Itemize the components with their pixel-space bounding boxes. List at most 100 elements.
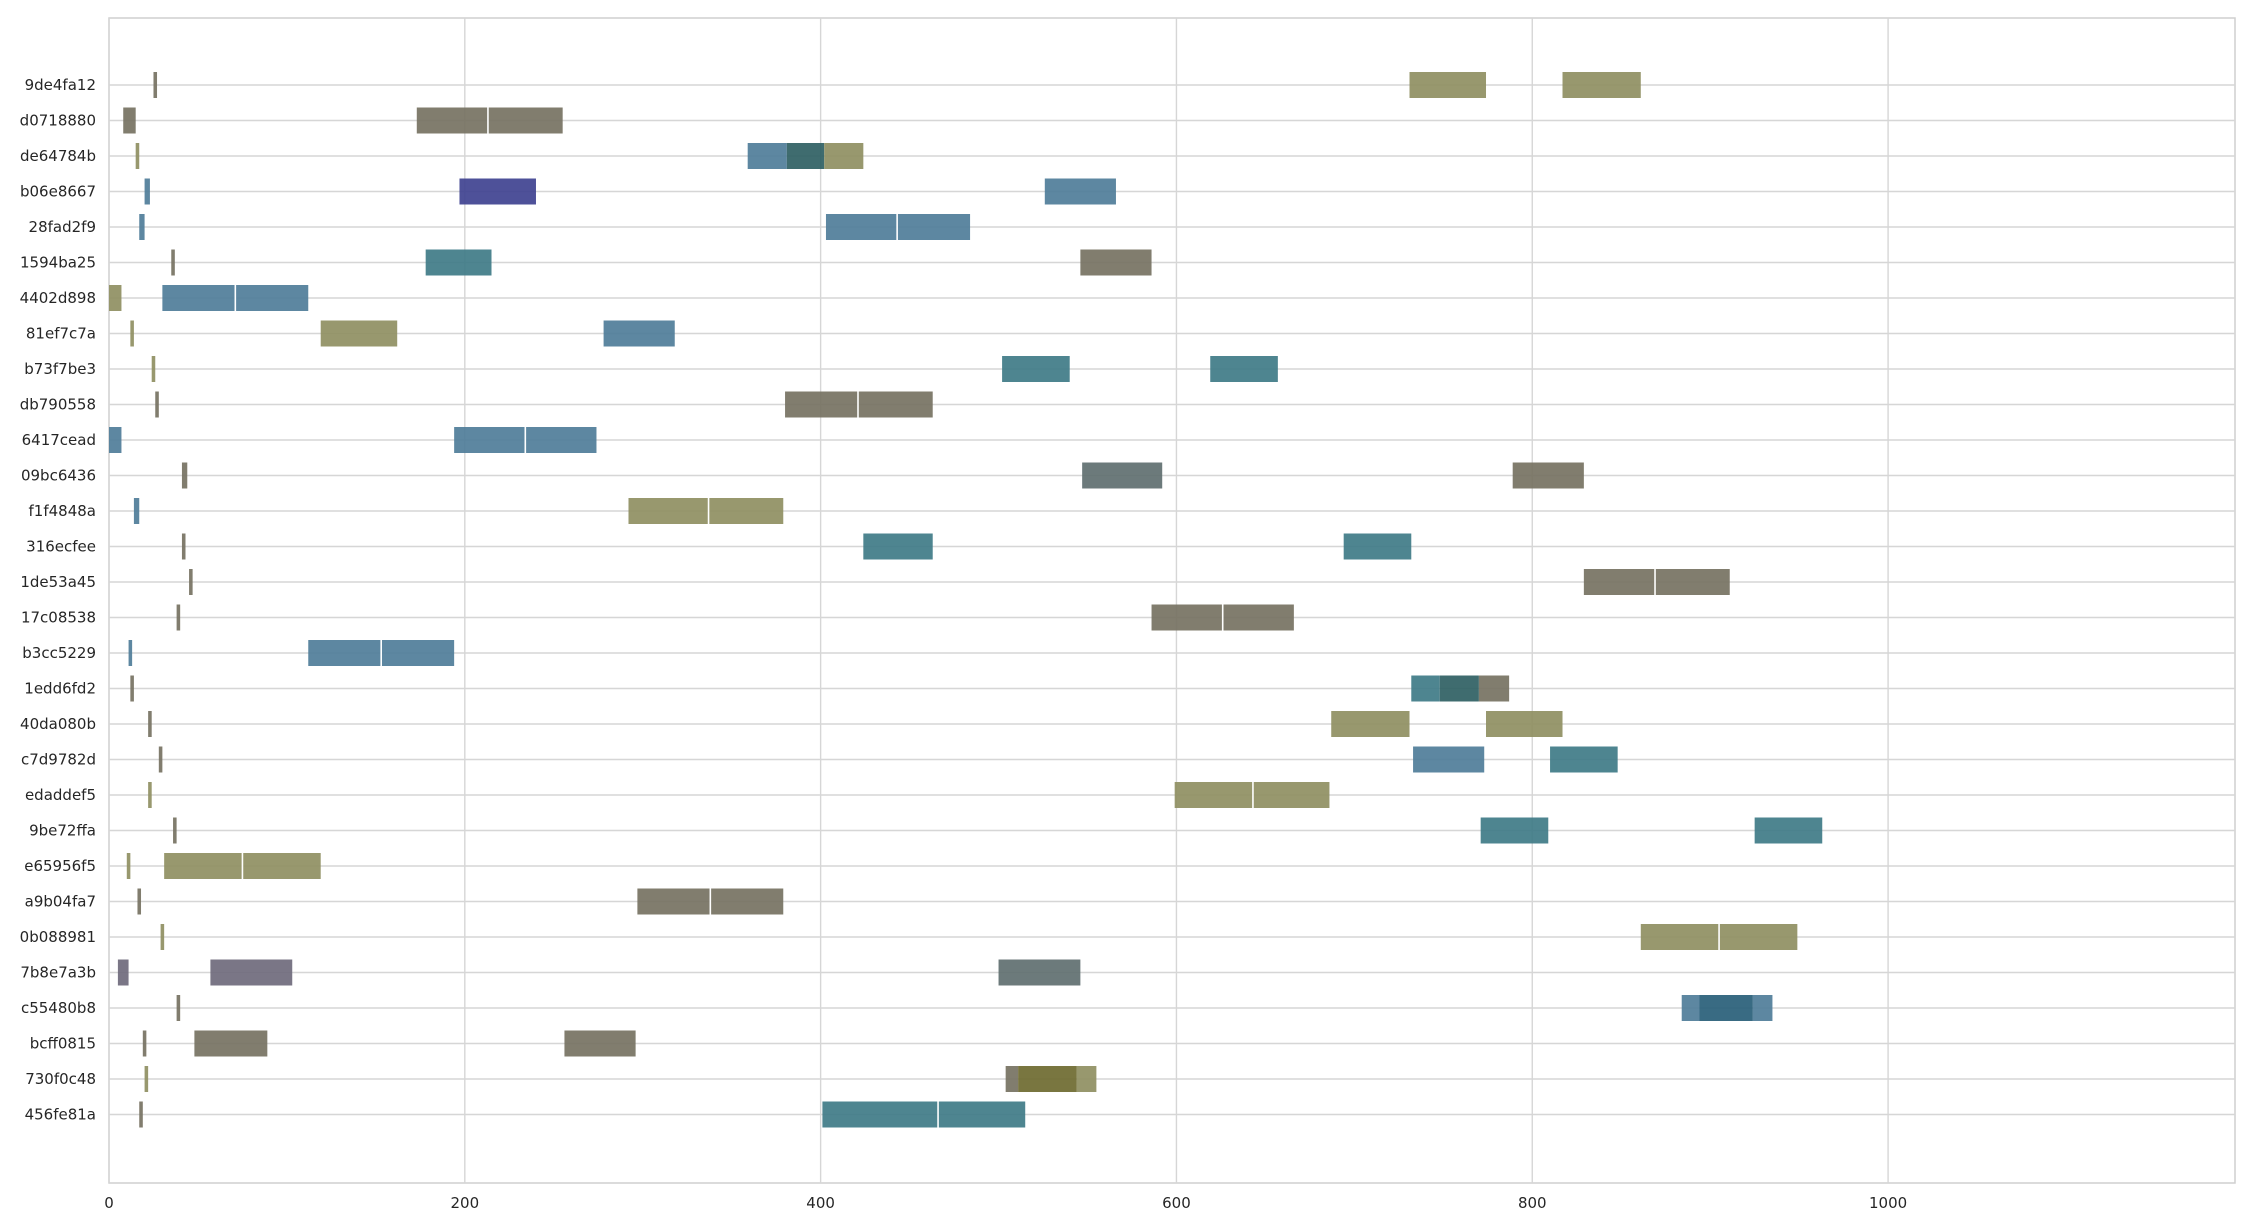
task-bar: [1411, 675, 1440, 702]
task-bar: [1076, 1066, 1097, 1092]
y-tick-label: 456fe81a: [25, 1106, 96, 1124]
task-bar: [158, 746, 163, 773]
y-tick-label: 730f0c48: [25, 1070, 96, 1088]
task-bar: [1409, 72, 1487, 98]
task-bar: [1583, 569, 1730, 595]
task-bar: [155, 391, 159, 418]
task-bar: [126, 853, 131, 879]
y-tick-label: b73f7be3: [24, 360, 96, 378]
task-bar: [142, 1030, 147, 1057]
task-bar: [135, 143, 140, 169]
task-bar: [1439, 675, 1479, 702]
task-bar: [123, 107, 136, 134]
x-tick-label: 1000: [1869, 1194, 1907, 1212]
task-bar: [130, 320, 134, 347]
y-tick-labels: 9de4fa12 d0718880 de64784b b06e8667 28fad2f9…: [20, 76, 96, 1124]
task-bar: [747, 143, 787, 169]
task-bar: [1478, 675, 1510, 702]
task-bar: [148, 711, 152, 737]
task-bar: [785, 391, 933, 418]
task-bar: [459, 178, 536, 205]
task-bar: [194, 1030, 268, 1057]
task-bar: [1512, 462, 1584, 489]
task-bar: [1550, 746, 1618, 773]
task-bar: [1018, 1066, 1077, 1092]
y-tick-label: db790558: [20, 396, 96, 414]
y-tick-label: 316ecfee: [26, 538, 96, 556]
y-tick-label: d0718880: [20, 112, 96, 130]
y-tick-label: a9b04fa7: [25, 893, 96, 911]
y-tick-label: bcff0815: [30, 1035, 96, 1053]
y-tick-label: 0b088981: [20, 928, 96, 946]
y-tick-label: 1594ba25: [20, 254, 96, 272]
y-tick-label: edaddef5: [25, 786, 96, 804]
task-bar: [1210, 356, 1278, 382]
task-bar: [416, 107, 563, 134]
task-bar: [160, 924, 165, 950]
y-tick-label: 17c08538: [21, 609, 96, 627]
y-tick-label: 7b8e7a3b: [20, 964, 96, 982]
task-bar: [1486, 711, 1563, 737]
y-tick-label: b3cc5229: [22, 644, 96, 662]
task-bar: [139, 1101, 143, 1128]
task-bar: [109, 427, 122, 453]
task-bar: [825, 214, 971, 240]
task-bar: [181, 533, 186, 560]
task-bar: [1413, 746, 1485, 773]
task-bar: [1005, 1066, 1019, 1092]
bar-layer: [109, 72, 1823, 1128]
x-tick-labels: 0 200 400 600 800 1000: [104, 1194, 1907, 1212]
task-bar: [1080, 249, 1152, 276]
x-tick-label: 0: [104, 1194, 114, 1212]
task-bar: [176, 995, 181, 1021]
y-tick-label: 40da080b: [20, 715, 96, 733]
task-bar: [320, 320, 398, 347]
task-bar: [176, 604, 181, 631]
y-tick-label: b06e8667: [20, 183, 96, 201]
task-bar: [130, 675, 134, 702]
task-bar: [1681, 995, 1700, 1021]
task-bar: [171, 249, 175, 276]
y-tick-label: e65956f5: [24, 857, 96, 875]
plot-area: [108, 17, 2236, 1184]
task-bar: [628, 498, 784, 524]
y-tick-label: 09bc6436: [21, 467, 96, 485]
task-bar: [151, 356, 156, 382]
y-tick-label: 9be72ffa: [29, 822, 96, 840]
task-bar: [1343, 533, 1412, 560]
task-bar: [109, 285, 122, 311]
task-bar: [1044, 178, 1116, 205]
y-tick-label: c55480b8: [21, 999, 96, 1017]
task-bar: [144, 1066, 149, 1092]
y-tick-label: 4402d898: [20, 289, 96, 307]
task-bar: [139, 214, 145, 240]
task-bar: [1331, 711, 1410, 737]
y-tick-label: 1edd6fd2: [24, 680, 96, 698]
task-bar: [133, 498, 140, 524]
task-bar: [824, 143, 864, 169]
y-tick-label: 81ef7c7a: [26, 325, 96, 343]
task-bar: [1699, 995, 1753, 1021]
task-bar: [144, 178, 150, 205]
task-bar: [1174, 782, 1330, 808]
x-tick-label: 600: [1162, 1194, 1191, 1212]
y-tick-label: de64784b: [20, 147, 96, 165]
task-bar: [137, 888, 142, 915]
task-bar: [128, 640, 133, 666]
y-tick-label: 6417cead: [22, 431, 96, 449]
task-bar: [564, 1030, 636, 1057]
y-tick-label: f1f4848a: [29, 502, 96, 520]
task-bar: [998, 959, 1081, 986]
x-tick-label: 400: [806, 1194, 835, 1212]
x-tick-label: 200: [450, 1194, 479, 1212]
task-bar: [148, 782, 152, 808]
task-bar: [786, 143, 825, 169]
task-bar: [425, 249, 492, 276]
task-bar: [1752, 995, 1773, 1021]
y-tick-label: 1de53a45: [20, 573, 96, 591]
task-bar: [1082, 462, 1163, 489]
task-bar: [1480, 817, 1549, 844]
task-bar: [181, 462, 188, 489]
